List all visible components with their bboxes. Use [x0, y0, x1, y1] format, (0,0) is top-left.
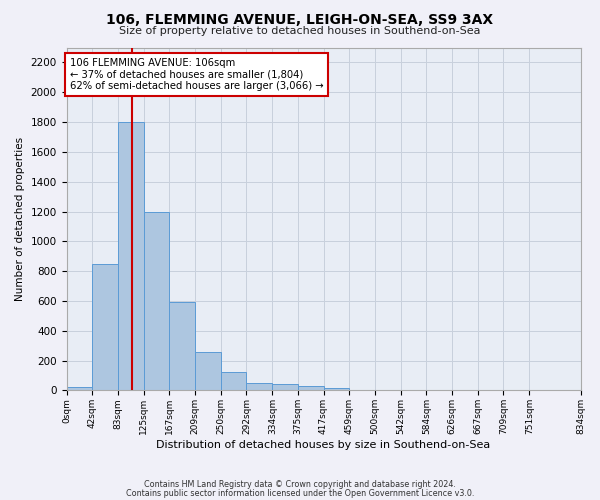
Bar	[323, 388, 349, 390]
Bar	[298, 386, 323, 390]
X-axis label: Distribution of detached houses by size in Southend-on-Sea: Distribution of detached houses by size …	[157, 440, 491, 450]
Text: 106 FLEMMING AVENUE: 106sqm
← 37% of detached houses are smaller (1,804)
62% of : 106 FLEMMING AVENUE: 106sqm ← 37% of det…	[70, 58, 323, 91]
Bar	[196, 352, 221, 391]
Bar	[247, 383, 272, 390]
Text: Contains HM Land Registry data © Crown copyright and database right 2024.: Contains HM Land Registry data © Crown c…	[144, 480, 456, 489]
Bar	[272, 384, 298, 390]
Text: Contains public sector information licensed under the Open Government Licence v3: Contains public sector information licen…	[126, 490, 474, 498]
Bar	[221, 372, 247, 390]
Bar	[169, 302, 196, 390]
Text: Size of property relative to detached houses in Southend-on-Sea: Size of property relative to detached ho…	[119, 26, 481, 36]
Bar	[92, 264, 118, 390]
Text: 106, FLEMMING AVENUE, LEIGH-ON-SEA, SS9 3AX: 106, FLEMMING AVENUE, LEIGH-ON-SEA, SS9 …	[106, 12, 494, 26]
Bar	[143, 212, 169, 390]
Bar	[118, 122, 143, 390]
Bar	[67, 386, 92, 390]
Y-axis label: Number of detached properties: Number of detached properties	[15, 137, 25, 301]
